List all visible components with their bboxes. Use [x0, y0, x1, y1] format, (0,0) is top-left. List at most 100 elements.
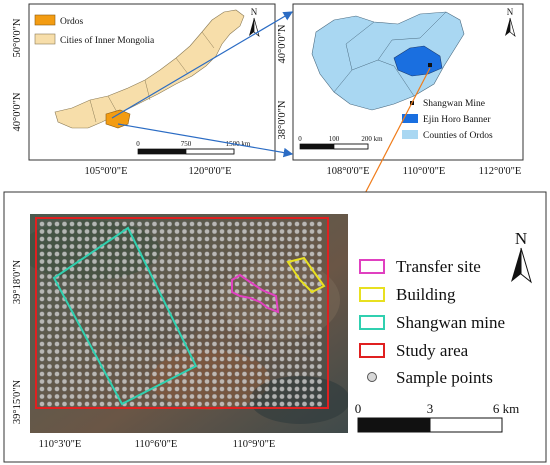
legend-ordos-label: Ordos — [60, 17, 84, 27]
sample-point — [136, 371, 143, 377]
sample-point — [279, 273, 285, 280]
sample-point — [271, 356, 278, 362]
sample-point — [76, 401, 83, 407]
sample-point — [39, 266, 45, 272]
sample-point — [84, 348, 90, 355]
sample-point — [204, 311, 210, 317]
sample-point — [54, 296, 60, 302]
sample-point — [114, 228, 120, 235]
sample-point — [129, 303, 135, 310]
sample-point — [46, 251, 53, 257]
sample-point — [106, 371, 113, 377]
sample-point — [301, 221, 308, 227]
sample-point — [54, 363, 60, 370]
sample-point — [136, 401, 143, 407]
ordos-region — [105, 109, 131, 129]
sample-point — [151, 333, 158, 340]
svg-text:0: 0 — [136, 140, 140, 148]
map1-lon-tick-120: 120°0'0"E — [188, 166, 231, 177]
sample-point — [166, 363, 173, 370]
sample-point — [271, 348, 278, 355]
sample-point — [69, 296, 75, 302]
sample-point — [234, 333, 240, 340]
sample-point — [286, 311, 293, 317]
sample-point — [46, 371, 53, 377]
sample-point — [256, 363, 263, 370]
sample-point — [286, 378, 293, 385]
sample-point — [204, 356, 210, 362]
sample-point — [204, 221, 210, 227]
sample-point — [174, 363, 180, 370]
sample-point — [174, 386, 180, 392]
sample-point — [241, 386, 248, 392]
sample-point — [54, 326, 60, 332]
sample-point — [159, 333, 165, 340]
sample-point — [76, 341, 83, 347]
sample-point — [144, 318, 150, 325]
sample-point — [91, 341, 98, 347]
svg-text:N: N — [507, 7, 514, 17]
sample-point — [241, 221, 248, 227]
sample-point — [61, 221, 68, 227]
sample-point — [181, 363, 188, 370]
sample-point — [166, 333, 173, 340]
sample-point — [99, 266, 105, 272]
sample-point — [316, 341, 323, 347]
sample-point — [181, 243, 188, 250]
sample-point — [226, 266, 233, 272]
sample-point — [46, 228, 53, 235]
sample-point — [256, 341, 263, 347]
sample-point — [99, 273, 105, 280]
sample-point — [61, 318, 68, 325]
sample-point — [84, 318, 90, 325]
sample-point — [76, 363, 83, 370]
sample-point — [309, 363, 315, 370]
sample-point — [69, 363, 75, 370]
sample-point — [279, 341, 285, 347]
sample-point — [174, 281, 180, 287]
sample-point — [196, 288, 203, 295]
sample-point — [204, 296, 210, 302]
sample-point — [159, 371, 165, 377]
sample-point — [76, 243, 83, 250]
sample-point — [46, 341, 53, 347]
sample-point — [181, 393, 188, 400]
sample-point — [249, 318, 255, 325]
sample-point — [301, 251, 308, 257]
sample-point — [69, 258, 75, 265]
legend-samples-swatch — [367, 372, 377, 382]
sample-point — [69, 393, 75, 400]
sample-point — [204, 333, 210, 340]
sample-point — [39, 371, 45, 377]
sample-point — [249, 251, 255, 257]
sample-point — [286, 221, 293, 227]
sample-point — [211, 243, 218, 250]
sample-point — [271, 258, 278, 265]
sample-point — [204, 243, 210, 250]
sample-point — [204, 266, 210, 272]
sample-point — [69, 236, 75, 242]
sample-point — [279, 393, 285, 400]
sample-point — [39, 243, 45, 250]
sample-point — [91, 288, 98, 295]
legend-counties-label: Counties of Ordos — [423, 130, 493, 141]
sample-point — [39, 326, 45, 332]
sample-point — [136, 386, 143, 392]
sample-point — [264, 311, 270, 317]
sample-point — [301, 341, 308, 347]
sample-point — [316, 326, 323, 332]
sample-point — [211, 258, 218, 265]
sample-point — [84, 221, 90, 227]
sample-point — [271, 318, 278, 325]
sample-point — [256, 378, 263, 385]
sample-point — [106, 356, 113, 362]
sample-point — [114, 303, 120, 310]
sample-point — [241, 266, 248, 272]
sample-point — [129, 326, 135, 332]
sample-point — [46, 266, 53, 272]
sample-point — [99, 318, 105, 325]
sample-point — [234, 228, 240, 235]
sample-point — [234, 251, 240, 257]
sample-point — [234, 221, 240, 227]
sample-point — [129, 251, 135, 257]
